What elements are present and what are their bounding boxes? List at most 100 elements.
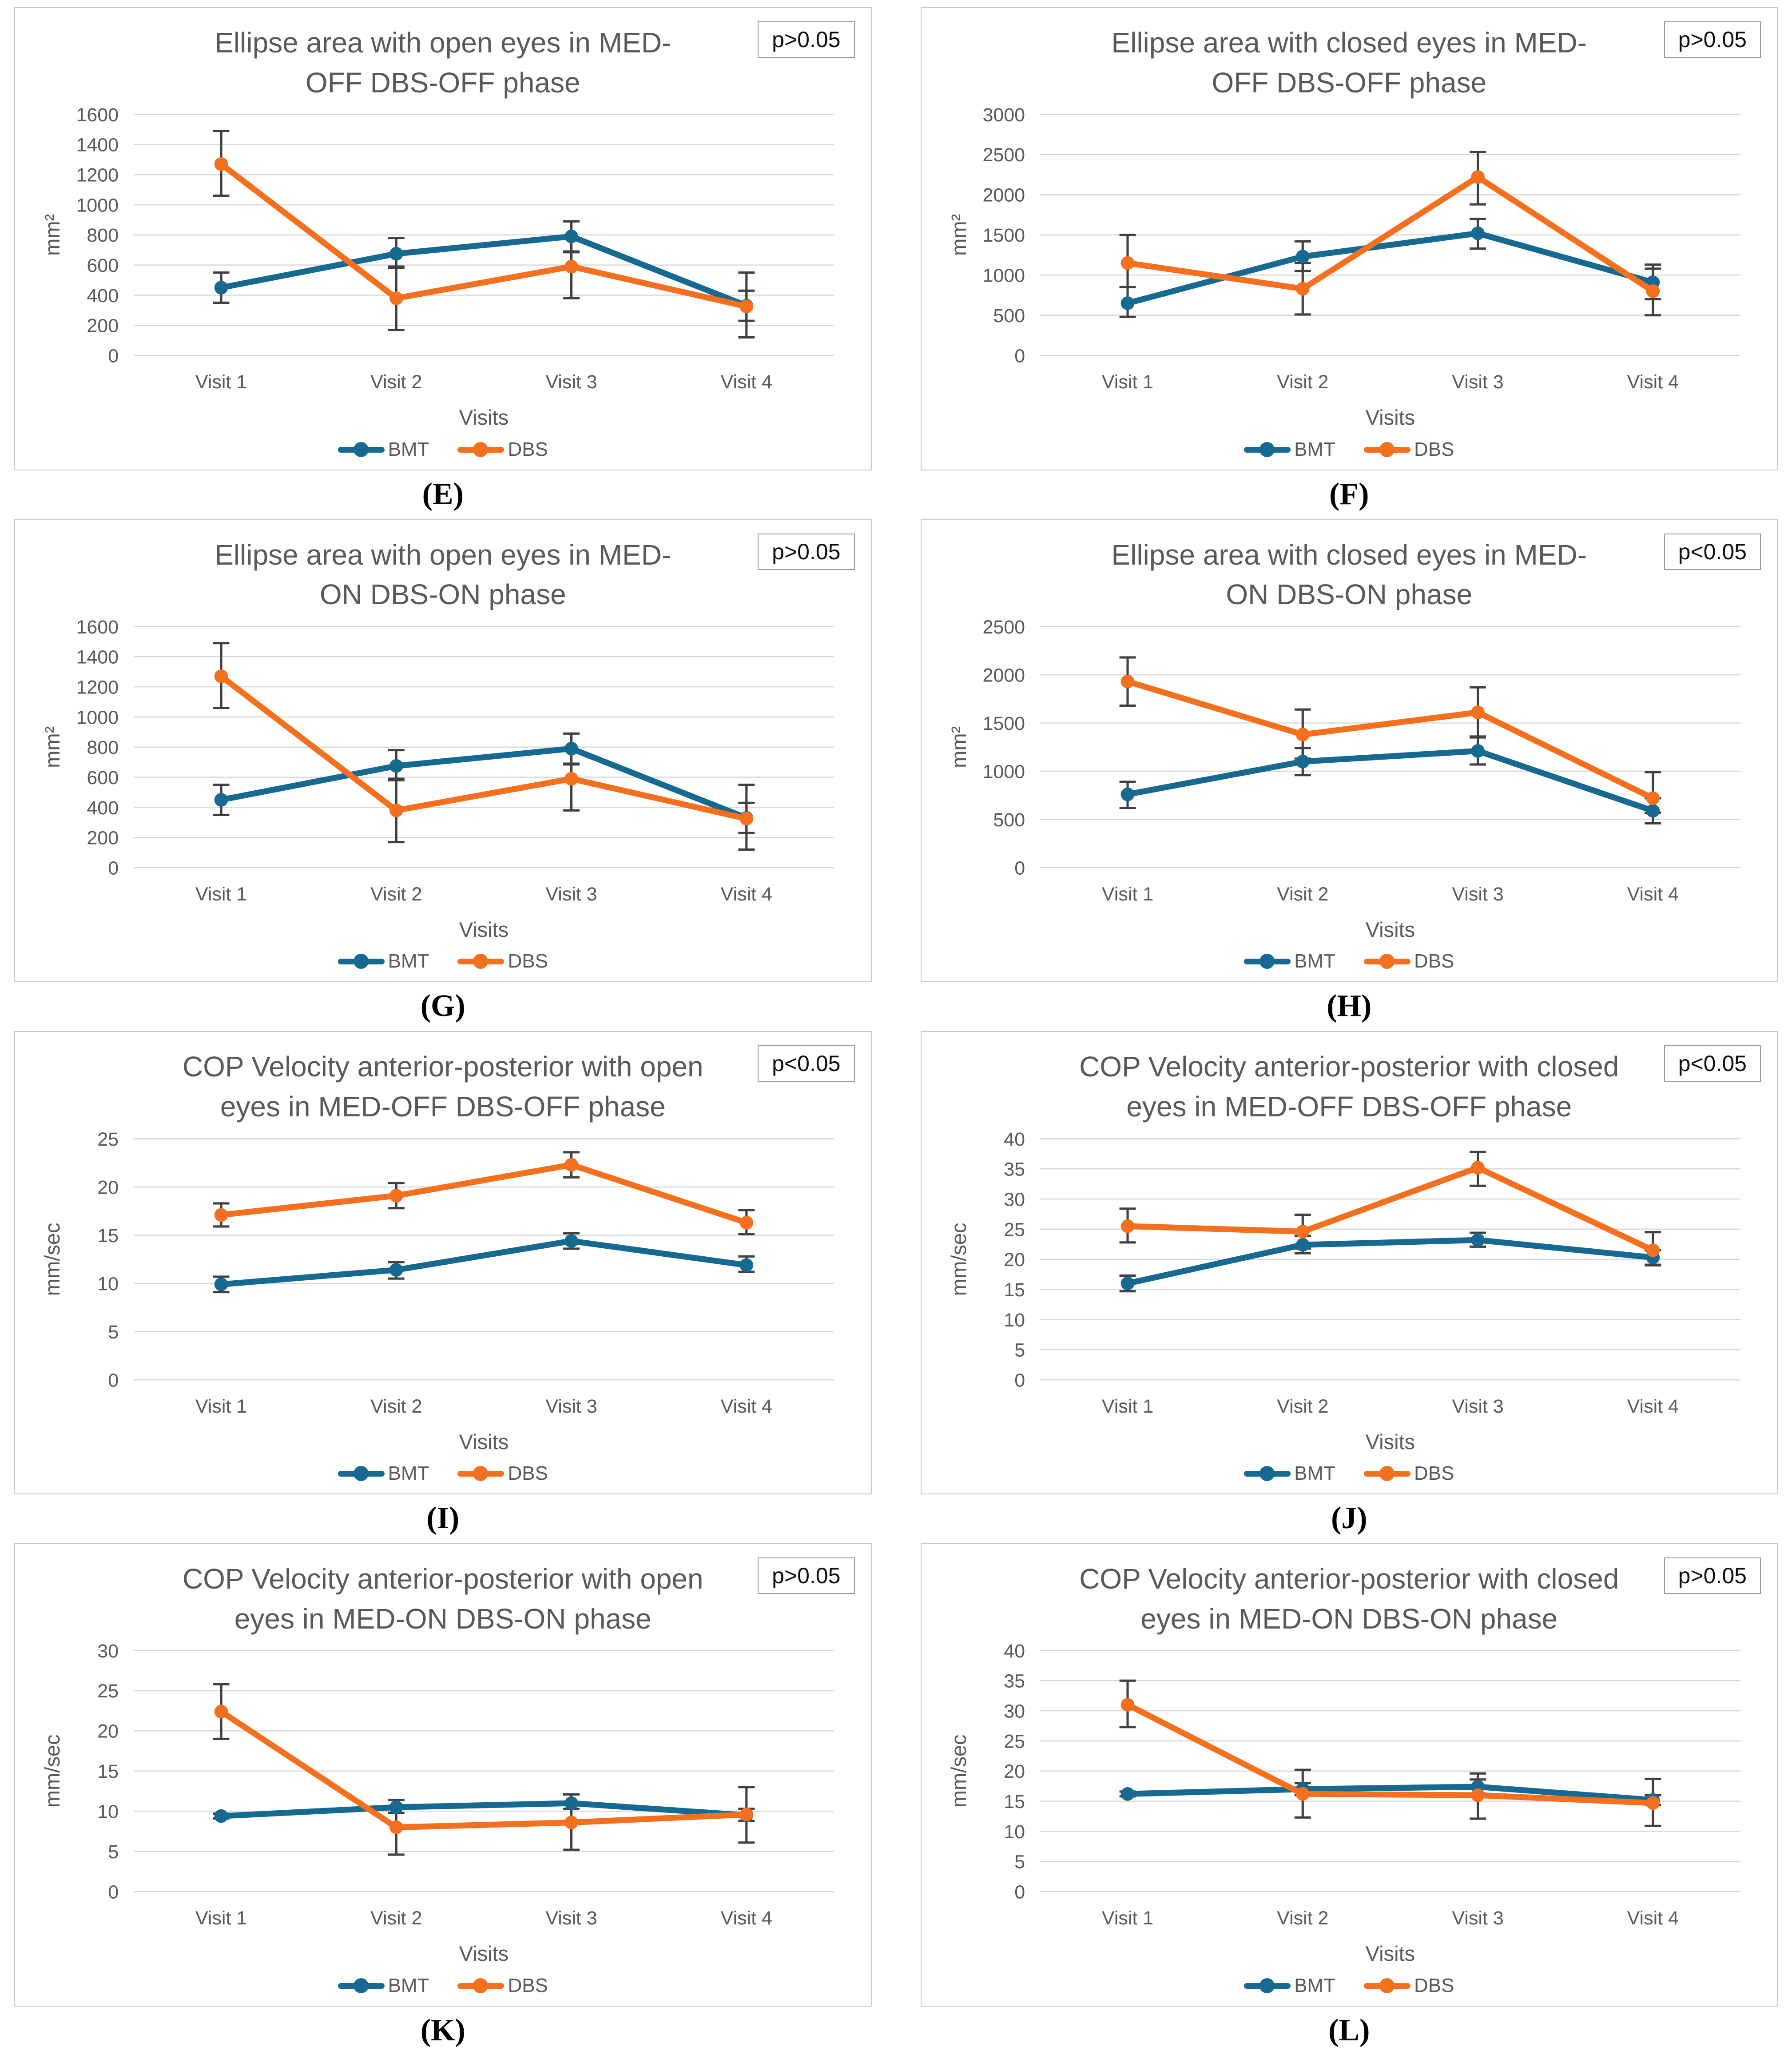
legend-label-DBS: DBS <box>508 438 548 460</box>
x-tick-label: Visit 1 <box>195 371 247 393</box>
plot-area-E: 0 200 400 600 800 1000 1200 1400 1600 mm² Visit 1 V… <box>40 106 834 429</box>
y-tick-label: 0 <box>1014 1882 1025 1903</box>
data-point-DBS <box>389 1820 403 1835</box>
chart-title-line: Ellipse area with closed eyes in MED- <box>1111 27 1587 59</box>
chart-title-line: ON DBS-ON phase <box>1226 578 1473 611</box>
y-tick-label: 1000 <box>982 761 1025 782</box>
panel-label-J: (J) <box>1331 1501 1367 1536</box>
chart-title-line: COP Velocity anterior-posterior with ope… <box>182 1563 703 1595</box>
x-tick-label: Visit 1 <box>1101 884 1153 905</box>
data-point-DBS <box>1295 1787 1310 1801</box>
legend: BMT DBS <box>929 950 1770 972</box>
y-tick-label: 1500 <box>982 225 1025 246</box>
figure-cell-F: Ellipse area with closed eyes in MED- OFF… <box>920 7 1778 519</box>
chart-title: Ellipse area with closed eyes in MED- ON … <box>929 535 1770 615</box>
data-point-DBS <box>1120 1698 1134 1712</box>
legend-label-BMT: BMT <box>388 1462 429 1485</box>
x-tick-label: Visit 1 <box>195 884 247 905</box>
series-line-DBS <box>1124 174 1656 295</box>
y-tick-label: 20 <box>97 1177 119 1198</box>
p-value-box: p<0.05 <box>1664 1045 1761 1082</box>
x-tick-label: Visit 1 <box>1101 371 1153 393</box>
panel-label-H: (H) <box>1327 989 1372 1024</box>
panel-label-K: (K) <box>420 2013 465 2047</box>
y-tick-label: 25 <box>97 1681 119 1702</box>
data-point-DBS <box>1295 282 1310 296</box>
legend-dot-DBS <box>473 1978 489 1993</box>
legend-dot-BMT <box>1260 1978 1275 1993</box>
x-tick-label: Visit 3 <box>1452 1908 1503 1929</box>
x-tick-label: Visit 3 <box>545 1908 597 1929</box>
legend-marker-DBS-icon <box>1363 441 1411 458</box>
legend-item-DBS: DBS <box>457 1975 548 1997</box>
data-point-BMT <box>1120 296 1134 311</box>
y-tick-label: 40 <box>1004 1642 1025 1662</box>
chart-title-line: COP Velocity anterior-posterior with clo… <box>1079 1051 1619 1083</box>
y-tick-label: 1000 <box>982 265 1025 287</box>
data-point-BMT <box>564 1796 578 1810</box>
y-tick-label: 0 <box>108 857 119 879</box>
series-line-DBS <box>218 161 750 310</box>
legend-dot-DBS <box>473 954 489 969</box>
data-point-DBS <box>1645 791 1660 805</box>
series-line-DBS <box>218 1162 750 1226</box>
y-tick-label: 200 <box>87 828 119 849</box>
x-tick-label: Visit 3 <box>1452 1396 1503 1417</box>
x-tick-label: Visit 2 <box>370 371 422 393</box>
legend-marker-BMT-icon <box>1244 441 1291 458</box>
y-tick-label: 20 <box>1004 1761 1025 1783</box>
data-point-DBS <box>564 772 578 786</box>
y-tick-label: 1000 <box>76 195 119 216</box>
y-tick-label: 1600 <box>76 106 119 126</box>
p-value-box: p>0.05 <box>1664 1557 1761 1594</box>
legend-marker-DBS-icon <box>457 1465 505 1482</box>
x-tick-label: Visit 4 <box>1627 1396 1678 1417</box>
x-axis-label: Visits <box>459 1942 509 1965</box>
x-tick-label: Visit 3 <box>545 371 597 393</box>
y-tick-label: 2500 <box>982 144 1025 166</box>
panel-label-F: (F) <box>1329 477 1369 511</box>
x-tick-label: Visit 2 <box>1277 1908 1328 1929</box>
data-point-DBS <box>214 1705 228 1719</box>
data-point-DBS <box>1470 1788 1485 1802</box>
x-axis-label: Visits <box>1365 1430 1415 1453</box>
plot-area-K: 0 5 10 15 20 25 30 mm/sec Visit 1 Visit 2 Visit 3 V… <box>40 1642 834 1965</box>
legend-dot-BMT <box>353 954 369 969</box>
y-tick-label: 0 <box>1014 857 1025 879</box>
chart-title-line: OFF DBS-OFF phase <box>305 66 580 99</box>
y-tick-label: 1600 <box>76 618 119 638</box>
data-point-DBS <box>1295 1224 1310 1239</box>
legend: BMT DBS <box>929 438 1770 461</box>
data-point-BMT <box>1295 250 1310 264</box>
series-line-DBS <box>1124 1702 1656 1806</box>
x-tick-label: Visit 4 <box>721 1908 772 1929</box>
y-tick-label: 35 <box>1004 1159 1025 1180</box>
x-tick-label: Visit 4 <box>1627 1908 1678 1929</box>
x-tick-label: Visit 4 <box>1627 884 1678 905</box>
data-point-BMT <box>564 230 578 243</box>
x-axis-label: Visits <box>459 1430 509 1453</box>
y-tick-label: 2500 <box>982 618 1025 638</box>
legend-marker-BMT-icon <box>1244 1977 1291 1995</box>
legend-item-BMT: BMT <box>338 1975 429 1997</box>
legend-label-DBS: DBS <box>508 950 548 972</box>
series-line-BMT <box>1124 1237 1656 1286</box>
p-value-box: p>0.05 <box>758 1557 855 1594</box>
x-tick-label: Visit 2 <box>370 1908 422 1929</box>
data-point-BMT <box>389 759 403 773</box>
y-tick-label: 5 <box>108 1322 119 1343</box>
legend-item-DBS: DBS <box>457 438 548 461</box>
y-tick-label: 500 <box>993 809 1025 831</box>
figure-cell-K: COP Velocity anterior-posterior with ope… <box>14 1543 872 2055</box>
y-tick-label: 600 <box>87 767 119 789</box>
x-tick-label: Visit 4 <box>721 884 772 905</box>
legend-item-DBS: DBS <box>1363 1975 1454 1997</box>
y-tick-label: 35 <box>1004 1671 1025 1692</box>
x-tick-label: Visit 2 <box>1277 884 1328 905</box>
x-tick-label: Visit 1 <box>195 1908 247 1929</box>
data-point-BMT <box>1120 787 1134 801</box>
data-point-BMT <box>389 247 403 261</box>
data-point-DBS <box>1470 1160 1485 1175</box>
p-value-box: p<0.05 <box>1664 533 1761 570</box>
chart-panel-G: Ellipse area with open eyes in MED- ON DB… <box>14 519 872 983</box>
